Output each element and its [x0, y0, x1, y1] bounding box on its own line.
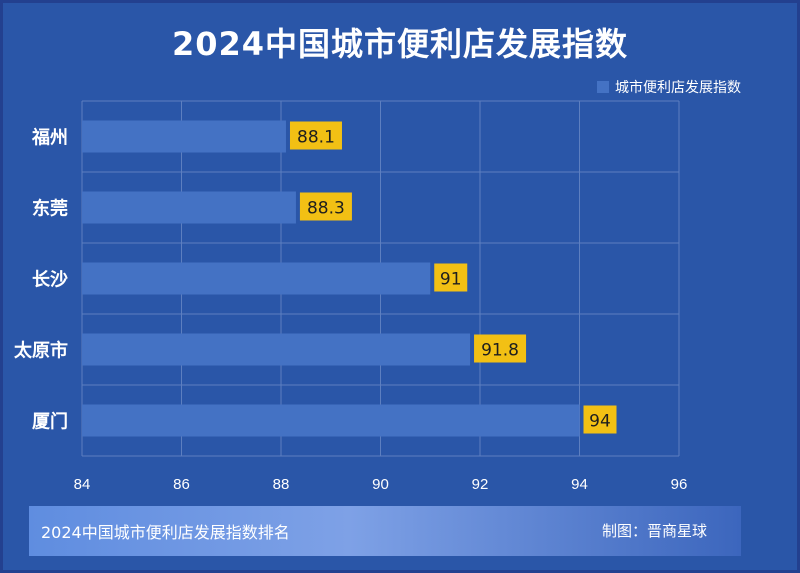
data-label-box [474, 334, 527, 363]
bar [82, 120, 286, 153]
y-tick-label: 太原市 [14, 340, 68, 362]
x-tick-label: 86 [173, 476, 190, 493]
data-label-box [299, 192, 352, 221]
x-tick-label: 88 [273, 476, 290, 493]
chart-title: 2024中国城市便利店发展指数 [171, 25, 629, 63]
y-tick-label: 东莞 [32, 198, 68, 220]
x-tick-label: 92 [472, 476, 489, 493]
data-label: 88.3 [307, 199, 345, 219]
legend: 城市便利店发展指数 [597, 77, 741, 97]
legend-swatch [597, 81, 609, 93]
bar [82, 262, 431, 295]
y-tick-label: 厦门 [32, 411, 68, 433]
y-tick-label: 福州 [31, 127, 68, 149]
data-label-box [289, 121, 342, 150]
x-tick-label: 94 [571, 476, 588, 493]
footer-credit: 制图：晋商星球 [601, 522, 707, 540]
data-label: 91 [440, 270, 462, 290]
bar [82, 333, 471, 366]
x-tick-label: 84 [74, 476, 91, 493]
legend-label: 城市便利店发展指数 [615, 80, 741, 96]
data-label-box [583, 405, 617, 434]
footer-caption: 2024中国城市便利店发展指数排名 [41, 523, 290, 542]
x-tick-label: 96 [671, 476, 688, 493]
bar [82, 404, 580, 437]
data-label: 94 [589, 412, 611, 432]
x-tick-label: 90 [372, 476, 389, 493]
data-label-box [434, 263, 468, 292]
data-label: 88.1 [297, 128, 335, 148]
y-tick-label: 长沙 [32, 270, 68, 291]
footer-band: 2024中国城市便利店发展指数排名 制图：晋商星球 [29, 506, 741, 556]
data-label: 91.8 [481, 341, 519, 361]
bar [82, 191, 296, 224]
bar-chart-plot: 84 86 88 90 92 94 96 88.1 福州 88.3 东莞 91 长沙 91.8 太原市 94 厦… [14, 100, 688, 493]
